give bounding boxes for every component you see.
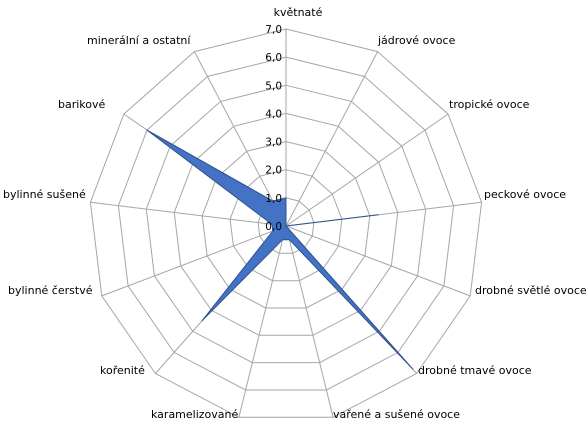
category-label: drobné tmavé ovoce: [418, 364, 532, 377]
category-label: karamelizované: [151, 408, 239, 421]
r-tick-label: 5,0: [265, 80, 282, 92]
category-label: květnaté: [274, 6, 323, 19]
grid-ring: [201, 141, 371, 309]
r-tick-label: 0,0: [265, 221, 282, 233]
category-label: vařené a sušené ovoce: [333, 408, 460, 421]
grid-spoke: [285, 113, 449, 227]
r-tick-label: 4,0: [265, 108, 282, 120]
grid-ring: [117, 56, 455, 391]
grid-ring: [173, 112, 399, 336]
grid-spoke: [285, 51, 379, 227]
series-layer: [146, 129, 414, 370]
grid-spoke: [238, 225, 287, 418]
grid-spoke: [285, 225, 334, 418]
grid-spoke: [90, 201, 287, 227]
category-label: drobné světlé ovoce: [475, 284, 587, 297]
category-label: minerální a ostatní: [87, 34, 191, 47]
grid-spoke: [101, 225, 287, 297]
r-tick-label: 2,0: [265, 165, 282, 177]
r-tick-label: 3,0: [265, 137, 282, 149]
category-label: peckové ovoce: [484, 188, 566, 201]
category-label: kořenité: [100, 364, 145, 377]
r-tick-label: 7,0: [265, 24, 282, 36]
grid-spoke: [285, 225, 471, 297]
grid-spoke: [193, 51, 287, 227]
category-label: bylinné čerstvé: [8, 284, 93, 297]
grid-ring: [89, 28, 483, 418]
series-area: [146, 129, 414, 370]
r-tick-label: 6,0: [265, 52, 282, 64]
category-label: jádrové ovoce: [377, 34, 456, 47]
category-label: barikové: [58, 98, 106, 111]
radial-tick-labels: 0,0 1,0 2,0 3,0 4,0 5,0 6,0 7,0: [265, 24, 282, 233]
category-label: bylinné sušené: [3, 188, 86, 201]
category-labels: květnaté jádrové ovoce tropické ovoce pecko…: [3, 6, 587, 421]
r-tick-label: 1,0: [265, 193, 282, 205]
category-label: tropické ovoce: [449, 98, 530, 111]
grid-ring: [145, 84, 427, 364]
